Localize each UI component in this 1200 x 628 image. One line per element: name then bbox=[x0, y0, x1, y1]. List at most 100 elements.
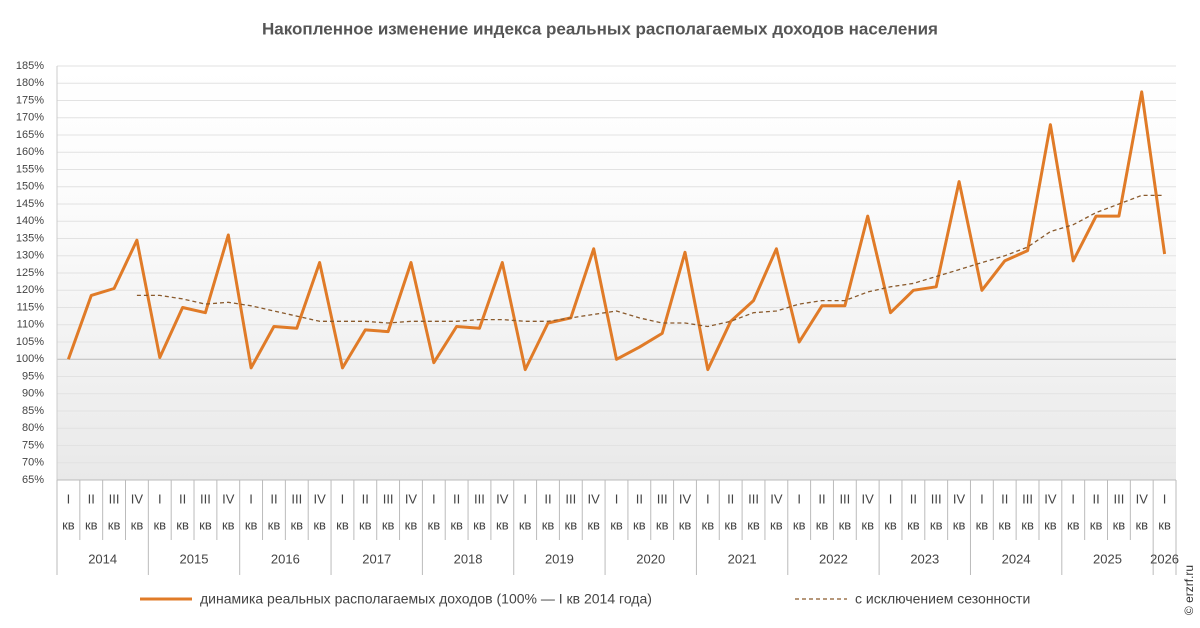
x-tick-label: III bbox=[565, 491, 576, 506]
x-tick-label: II bbox=[179, 491, 186, 506]
x-tick-label: III bbox=[839, 491, 850, 506]
x-tick-label: II bbox=[818, 491, 825, 506]
x-tick-unit: кв bbox=[656, 517, 669, 532]
x-tick-label: III bbox=[931, 491, 942, 506]
x-tick-unit: кв bbox=[565, 517, 578, 532]
year-label: 2019 bbox=[545, 551, 574, 566]
year-label: 2021 bbox=[728, 551, 757, 566]
x-tick-label: II bbox=[1092, 491, 1099, 506]
x-tick-label: II bbox=[910, 491, 917, 506]
x-tick-label: IV bbox=[1136, 491, 1149, 506]
year-label: 2015 bbox=[180, 551, 209, 566]
x-tick-unit: кв bbox=[633, 517, 646, 532]
x-tick-label: III bbox=[383, 491, 394, 506]
x-tick-unit: кв bbox=[313, 517, 326, 532]
x-tick-unit: кв bbox=[131, 517, 144, 532]
y-tick-label: 110% bbox=[17, 319, 45, 331]
x-tick-label: I bbox=[706, 491, 710, 506]
x-tick-label: II bbox=[362, 491, 369, 506]
x-tick-label: I bbox=[1163, 491, 1167, 506]
x-tick-label: III bbox=[200, 491, 211, 506]
y-tick-label: 125% bbox=[16, 267, 44, 279]
y-tick-label: 105% bbox=[16, 336, 44, 348]
x-tick-label: II bbox=[544, 491, 551, 506]
y-tick-label: 90% bbox=[22, 388, 44, 400]
x-tick-label: II bbox=[727, 491, 734, 506]
y-tick-label: 120% bbox=[16, 284, 44, 296]
x-tick-unit: кв bbox=[290, 517, 303, 532]
x-tick-unit: кв bbox=[1067, 517, 1080, 532]
x-tick-unit: кв bbox=[382, 517, 395, 532]
x-tick-unit: кв bbox=[1021, 517, 1034, 532]
x-tick-unit: кв bbox=[108, 517, 121, 532]
x-tick-label: IV bbox=[953, 491, 966, 506]
x-tick-label: I bbox=[249, 491, 253, 506]
x-tick-unit: кв bbox=[176, 517, 189, 532]
chart-title: Накопленное изменение индекса реальных р… bbox=[262, 19, 938, 38]
x-tick-unit: кв bbox=[428, 517, 441, 532]
x-tick-unit: кв bbox=[930, 517, 943, 532]
x-tick-unit: кв bbox=[747, 517, 760, 532]
x-tick-unit: кв bbox=[793, 517, 806, 532]
x-tick-unit: кв bbox=[542, 517, 555, 532]
x-tick-unit: кв bbox=[519, 517, 532, 532]
x-tick-unit: кв bbox=[85, 517, 98, 532]
year-label: 2020 bbox=[636, 551, 665, 566]
x-tick-label: III bbox=[1022, 491, 1033, 506]
x-tick-label: III bbox=[657, 491, 668, 506]
y-tick-label: 95% bbox=[22, 370, 44, 382]
x-tick-unit: кв bbox=[861, 517, 874, 532]
x-tick-label: I bbox=[980, 491, 984, 506]
x-tick-unit: кв bbox=[62, 517, 75, 532]
x-tick-label: III bbox=[1113, 491, 1124, 506]
x-tick-label: II bbox=[636, 491, 643, 506]
x-tick-unit: кв bbox=[496, 517, 509, 532]
x-tick-unit: кв bbox=[450, 517, 463, 532]
x-tick-label: IV bbox=[862, 491, 875, 506]
x-tick-label: IV bbox=[313, 491, 326, 506]
x-tick-unit: кв bbox=[222, 517, 235, 532]
year-label: 2018 bbox=[454, 551, 483, 566]
year-label: 2024 bbox=[1002, 551, 1031, 566]
x-tick-unit: кв bbox=[1113, 517, 1126, 532]
y-tick-label: 100% bbox=[16, 353, 44, 365]
x-tick-unit: кв bbox=[359, 517, 372, 532]
x-tick-unit: кв bbox=[1135, 517, 1148, 532]
x-tick-label: III bbox=[748, 491, 759, 506]
x-tick-label: I bbox=[67, 491, 71, 506]
x-tick-unit: кв bbox=[1044, 517, 1057, 532]
x-tick-label: IV bbox=[588, 491, 601, 506]
x-tick-label: II bbox=[88, 491, 95, 506]
x-tick-unit: кв bbox=[816, 517, 829, 532]
year-label: 2014 bbox=[88, 551, 117, 566]
x-tick-label: II bbox=[453, 491, 460, 506]
x-tick-label: IV bbox=[405, 491, 418, 506]
y-tick-label: 140% bbox=[16, 215, 44, 227]
y-tick-label: 175% bbox=[16, 94, 44, 106]
series-line bbox=[136, 194, 1165, 328]
x-tick-unit: кв bbox=[1090, 517, 1103, 532]
x-tick-unit: кв bbox=[473, 517, 486, 532]
x-tick-label: I bbox=[797, 491, 801, 506]
x-tick-label: IV bbox=[770, 491, 783, 506]
x-tick-label: III bbox=[291, 491, 302, 506]
x-tick-unit: кв bbox=[336, 517, 349, 532]
x-tick-label: IV bbox=[222, 491, 235, 506]
x-tick-unit: кв bbox=[907, 517, 920, 532]
y-tick-label: 145% bbox=[16, 198, 44, 210]
y-tick-label: 185% bbox=[16, 60, 44, 72]
x-tick-label: III bbox=[109, 491, 120, 506]
legend-label: динамика реальных располагаемых доходов … bbox=[200, 591, 652, 607]
y-tick-label: 170% bbox=[16, 112, 44, 124]
x-tick-label: I bbox=[158, 491, 162, 506]
y-tick-label: 65% bbox=[22, 474, 44, 486]
year-label: 2025 bbox=[1093, 551, 1122, 566]
x-tick-unit: кв bbox=[884, 517, 897, 532]
legend-label: с исключением сезонности bbox=[855, 591, 1030, 607]
y-tick-label: 155% bbox=[16, 163, 44, 175]
x-tick-unit: кв bbox=[153, 517, 166, 532]
x-tick-label: III bbox=[474, 491, 485, 506]
x-tick-label: IV bbox=[1044, 491, 1057, 506]
y-tick-label: 150% bbox=[16, 181, 44, 193]
x-tick-label: I bbox=[1071, 491, 1075, 506]
